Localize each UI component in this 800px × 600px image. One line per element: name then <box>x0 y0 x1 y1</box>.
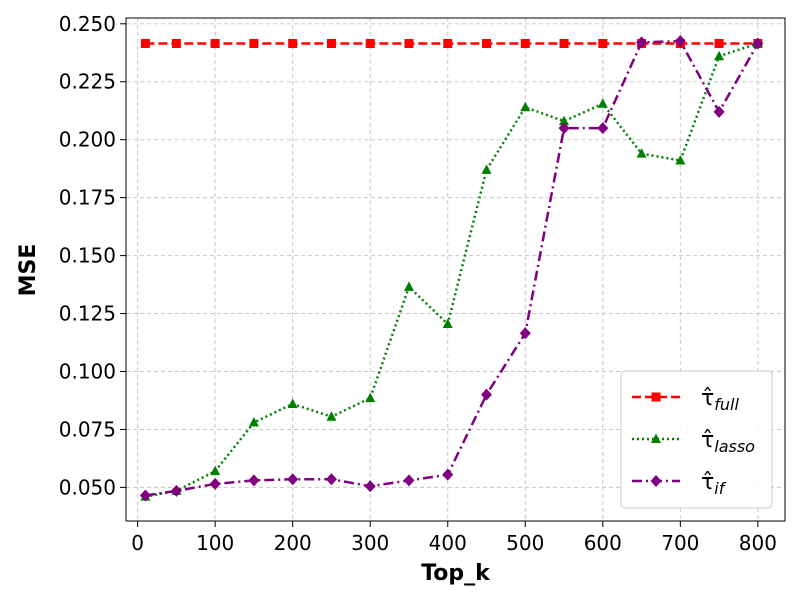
x-tick-label: 600 <box>584 531 622 555</box>
data-point <box>209 477 221 490</box>
data-point <box>325 473 337 486</box>
y-tick-label: 0.100 <box>59 359 116 383</box>
data-point <box>403 281 414 291</box>
x-axis-title: Top_k <box>421 561 491 586</box>
data-point <box>675 155 686 165</box>
legend-item-lasso: τ̂lasso <box>632 428 755 456</box>
data-point <box>326 411 337 421</box>
data-point <box>598 38 608 48</box>
y-tick-label: 0.075 <box>59 417 116 441</box>
data-point <box>636 36 648 49</box>
data-point <box>713 105 725 118</box>
data-point <box>674 35 686 48</box>
data-point <box>326 38 336 48</box>
x-tick-label: 0 <box>131 531 144 555</box>
x-axis: 0 100 200 300 400 500 600 700 800 <box>131 521 777 555</box>
x-tick-label: 400 <box>429 531 467 555</box>
data-point <box>519 327 531 340</box>
data-point <box>520 38 530 48</box>
x-tick-label: 300 <box>351 531 389 555</box>
x-tick-label: 500 <box>506 531 544 555</box>
x-tick-label: 700 <box>661 531 699 555</box>
data-point <box>140 38 150 48</box>
data-point <box>287 473 299 486</box>
y-axis-title: MSE <box>16 244 41 297</box>
data-point <box>403 474 415 487</box>
legend-marker <box>651 392 661 402</box>
data-point <box>482 38 492 48</box>
data-point <box>139 489 151 502</box>
y-tick-label: 0.250 <box>59 12 116 36</box>
legend-item-if: τ̂if <box>632 470 727 498</box>
x-tick-label: 800 <box>739 531 777 555</box>
series-if <box>139 35 764 502</box>
data-point <box>597 122 609 135</box>
legend-label: τ̂if <box>701 470 727 498</box>
data-point <box>287 398 298 408</box>
plot-frame <box>125 17 786 522</box>
legend-label: τ̂lasso <box>701 428 755 456</box>
legend-label: τ̂full <box>701 386 739 414</box>
legend-marker <box>650 475 662 487</box>
data-point <box>442 318 453 328</box>
data-point <box>714 38 724 48</box>
data-point <box>752 37 764 50</box>
data-point <box>404 38 414 48</box>
data-point <box>365 38 375 48</box>
y-tick-label: 0.050 <box>59 475 116 499</box>
legend-marker <box>651 433 661 443</box>
data-point <box>171 38 181 48</box>
data-point <box>559 38 569 48</box>
data-point <box>481 164 492 174</box>
data-point <box>597 98 608 108</box>
data-point <box>520 101 531 112</box>
data-point <box>714 50 725 61</box>
x-tick-label: 100 <box>196 531 234 555</box>
data-point <box>365 392 376 403</box>
data-point <box>249 38 259 48</box>
y-tick-label: 0.225 <box>59 70 116 94</box>
x-tick-label: 200 <box>274 531 312 555</box>
data-point <box>443 38 453 48</box>
y-tick-label: 0.125 <box>59 302 116 326</box>
data-point <box>442 468 454 481</box>
y-axis: 0.050 0.075 0.100 0.125 0.150 0.175 0.200 0.225… <box>59 12 126 499</box>
data-point <box>288 38 298 48</box>
data-point <box>636 148 647 158</box>
data-point <box>364 480 376 493</box>
data-point <box>210 38 220 48</box>
plot-area <box>139 35 764 502</box>
data-point <box>558 122 570 135</box>
data-point <box>170 484 182 497</box>
data-point <box>559 115 570 126</box>
y-tick-label: 0.175 <box>59 186 116 210</box>
y-tick-label: 0.150 <box>59 244 116 268</box>
data-point <box>248 474 260 487</box>
legend-box <box>620 370 773 509</box>
legend-item-full: τ̂full <box>632 386 739 414</box>
data-point <box>210 465 221 476</box>
data-point <box>481 388 493 401</box>
legend: τ̂full τ̂lasso τ̂if <box>620 370 773 509</box>
data-point <box>248 416 259 427</box>
y-tick-label: 0.200 <box>59 128 116 152</box>
